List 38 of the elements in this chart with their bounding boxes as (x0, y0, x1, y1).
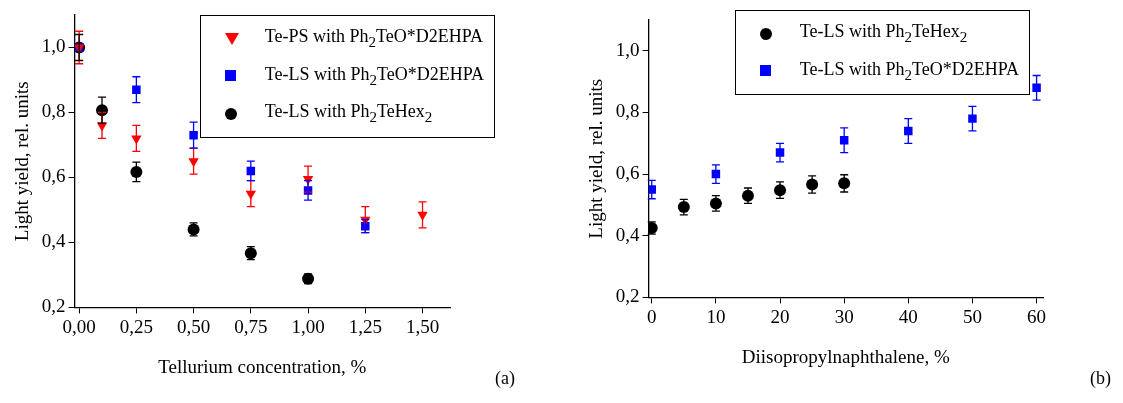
y-tick-label: 0,8 (41, 100, 66, 122)
y-tick-label: 0,2 (615, 285, 640, 307)
x-tick-label: 1,50 (405, 315, 440, 337)
y-tick-label: 0,6 (615, 162, 640, 184)
point (968, 114, 977, 123)
y-tick-label: 0,8 (615, 100, 640, 122)
y-tick-label: 0,6 (41, 165, 66, 187)
text: (b) (1090, 368, 1111, 389)
legend-label: Te-LS with Ph$_{2}$TeO*D2EHPA (799, 57, 1019, 85)
x-axis-title: Tellurium concentration, % (158, 355, 367, 377)
x-tick-label: 0,00 (62, 315, 96, 337)
y-tick-label: 0,2 (41, 295, 66, 317)
x-tick-label: 40 (898, 305, 918, 327)
x-tick-label: 0,25 (119, 315, 153, 337)
point (132, 85, 141, 94)
x-tick-label: 0 (647, 305, 657, 327)
y-axis-title: Light yield, rel. units (11, 81, 33, 242)
x-tick-label: 1,00 (291, 315, 325, 337)
x-tick-label: 20 (770, 305, 790, 327)
y-tick-label: 1,0 (615, 38, 640, 60)
legend-label: Te-LS with Ph$_{2}$TeHex$_{2}$ (264, 100, 433, 127)
text: (a) (495, 368, 515, 389)
x-tick-label: 0,75 (234, 315, 268, 337)
x-tick-label: 1,25 (348, 315, 382, 337)
x-tick-label: 10 (706, 305, 726, 327)
y-axis-title: Light yield, rel. units (585, 78, 607, 239)
point (131, 135, 142, 145)
y-tick-label: 0,4 (615, 223, 641, 245)
x-axis-title: Diisopropylnaphthalene, % (741, 345, 950, 367)
y-tick-label: 0,4 (41, 230, 67, 252)
legend-label: Te-LS with Ph$_{2}$TeHex$_{2}$ (799, 20, 968, 47)
x-tick-label: 60 (1027, 305, 1047, 327)
legend-label: Te-PS with Ph$_{2}$TeO*D2EHPA (264, 25, 484, 52)
x-tick-label: 50 (962, 305, 982, 327)
legend-label: Te-LS with Ph$_{2}$TeO*D2EHPA (264, 62, 484, 90)
x-tick-label: 0,50 (176, 315, 211, 337)
y-tick-label: 1,0 (41, 35, 66, 57)
x-tick-label: 30 (834, 305, 854, 327)
